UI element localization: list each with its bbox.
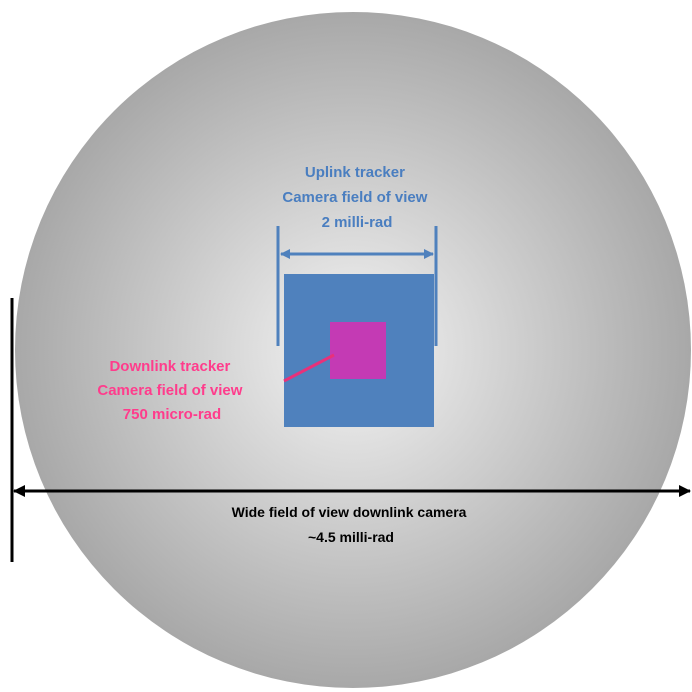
wide-fov-label-line1: Wide field of view downlink camera (232, 504, 467, 520)
uplink-label-line3: 2 milli-rad (322, 214, 393, 231)
uplink-label-line2: Camera field of view (282, 189, 427, 206)
downlink-label-line3: 750 micro-rad (123, 406, 221, 423)
downlink-fov-square (330, 322, 386, 379)
wide-fov-label: Wide field of view downlink camera ~4.5 … (232, 504, 471, 545)
uplink-label: Uplink tracker Camera field of view 2 mi… (282, 164, 431, 231)
downlink-label-line1: Downlink tracker (109, 358, 230, 375)
downlink-leader-line (283, 353, 335, 383)
wide-fov-label-line2: ~4.5 milli-rad (308, 529, 394, 545)
downlink-label: Downlink tracker Camera field of view 75… (97, 358, 246, 423)
uplink-label-line1: Uplink tracker (305, 164, 405, 181)
downlink-label-line2: Camera field of view (97, 382, 242, 399)
